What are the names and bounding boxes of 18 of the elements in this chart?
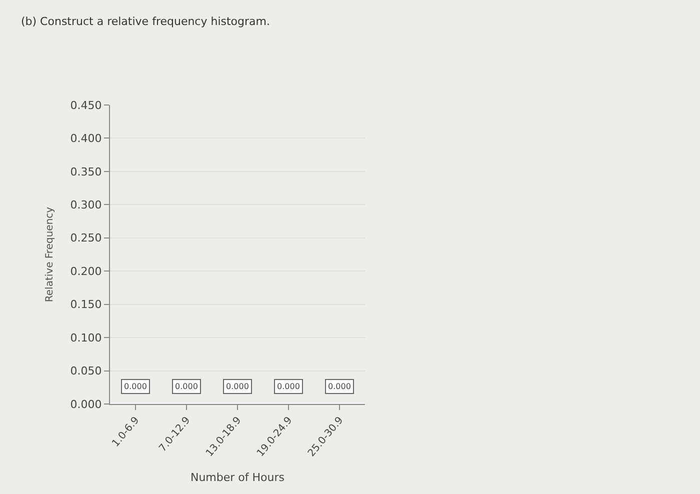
y-tick-label: 0.050 — [70, 364, 102, 378]
y-tick-label: 0.300 — [70, 198, 102, 212]
y-tick-label: 0.350 — [70, 165, 102, 178]
x-axis-title: Number of Hours — [190, 471, 285, 484]
y-axis-title: Relative Frequency — [44, 206, 56, 302]
y-tick-label: 0.100 — [70, 331, 102, 344]
y-tick-label: 0.200 — [70, 264, 102, 278]
data-label: 0.000 — [277, 382, 300, 391]
y-tick-label: 0.150 — [70, 298, 102, 312]
y-tick-label: 0.250 — [70, 232, 102, 245]
data-label: 0.000 — [124, 382, 147, 391]
y-tick-label: 0.400 — [70, 132, 102, 146]
y-tick-label: 0.450 — [70, 98, 102, 112]
data-label: 0.000 — [328, 382, 351, 391]
data-label: 0.000 — [226, 382, 249, 391]
y-tick-label: 0.000 — [70, 398, 102, 411]
data-label: 0.000 — [175, 382, 198, 391]
chart-title: (b) Construct a relative frequency histogram. — [21, 14, 270, 28]
